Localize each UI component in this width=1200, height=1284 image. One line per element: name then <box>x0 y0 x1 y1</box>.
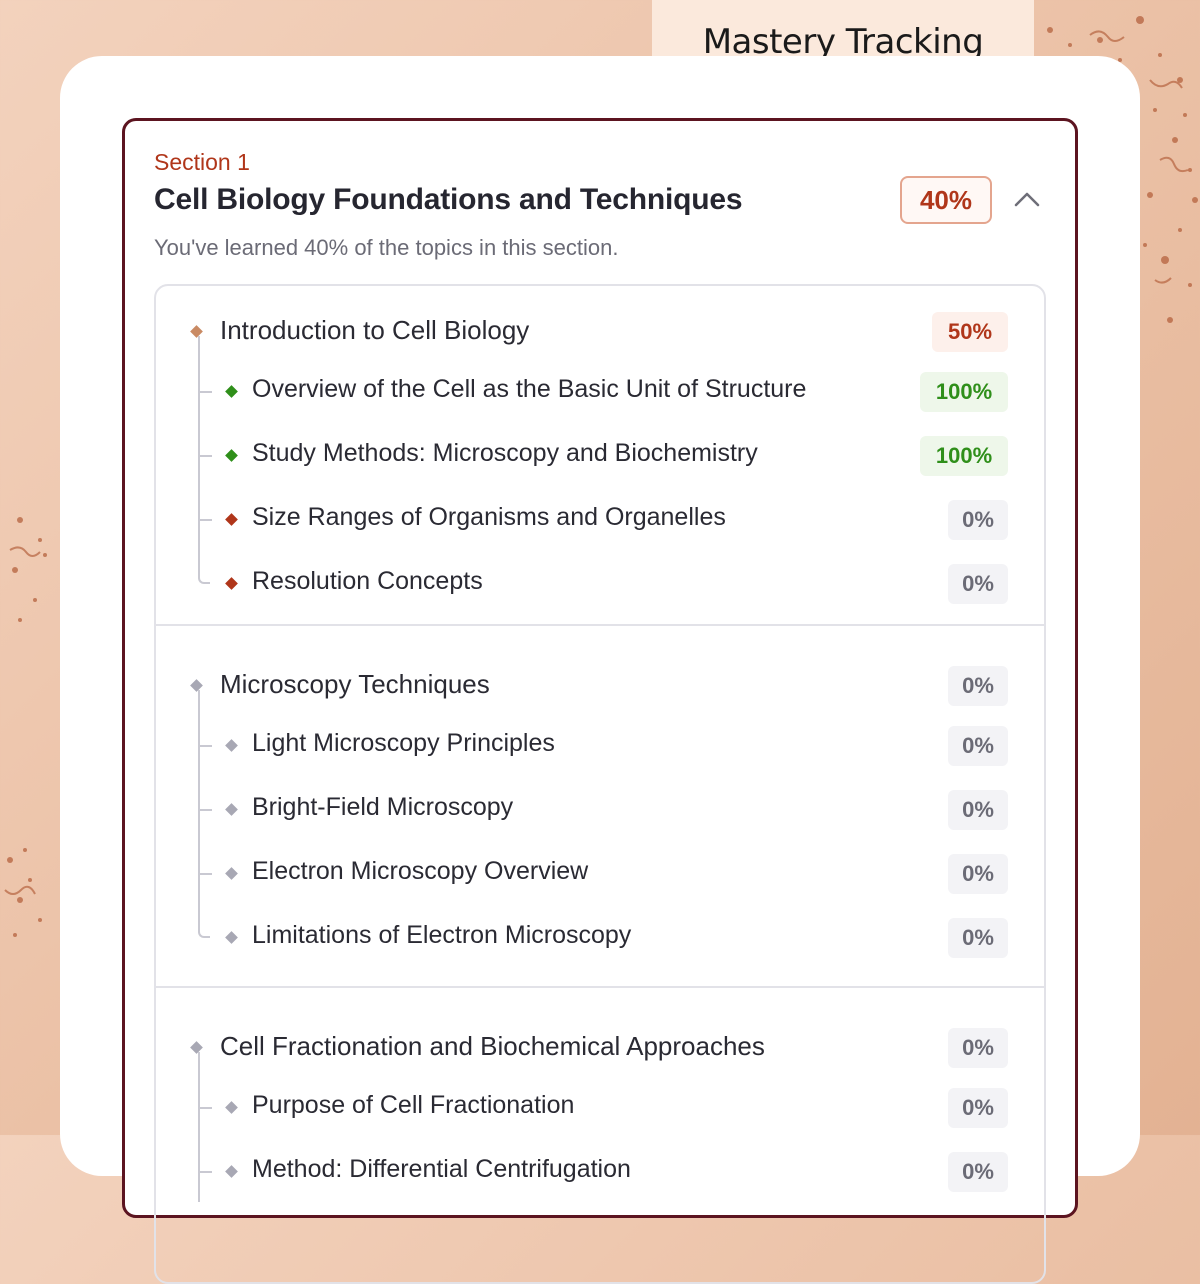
diamond-bullet-icon <box>225 739 238 752</box>
section-percent-badge: 40% <box>900 176 992 224</box>
section-title: Cell Biology Foundations and Techniques <box>154 183 743 216</box>
section-card: Section 1 Cell Biology Foundations and T… <box>122 118 1078 1284</box>
subtopic-label: Electron Microscopy Overview <box>252 857 589 885</box>
topic-percent-badge: 0% <box>948 1028 1008 1068</box>
diamond-bullet-icon <box>225 1165 238 1178</box>
tree-connector-tick <box>200 519 212 521</box>
tree-connector-tick <box>200 455 212 457</box>
chevron-up-icon[interactable] <box>1013 187 1041 211</box>
topic-label: Microscopy Techniques <box>220 669 490 699</box>
subtopic-label: Overview of the Cell as the Basic Unit o… <box>252 375 807 403</box>
subtopic-label: Study Methods: Microscopy and Biochemist… <box>252 439 758 467</box>
subtopic-label: Method: Differential Centrifugation <box>252 1155 631 1183</box>
subtopic-label: Limitations of Electron Microscopy <box>252 921 632 949</box>
subtopic-percent-badge: 0% <box>948 564 1008 604</box>
diamond-bullet-icon <box>190 679 203 692</box>
tree-connector <box>198 336 200 572</box>
topic-row[interactable]: Microscopy Techniques 0% <box>156 648 1044 712</box>
subtopic-percent-badge: 0% <box>948 500 1008 540</box>
subtopic-row[interactable]: Light Microscopy Principles 0% <box>156 712 1044 776</box>
topics-list: Introduction to Cell Biology 50% Overview … <box>154 284 1046 1284</box>
section-number: Section 1 <box>154 149 250 175</box>
topic-row[interactable]: Cell Fractionation and Biochemical Appro… <box>156 1010 1044 1074</box>
subtopic-row[interactable]: Overview of the Cell as the Basic Unit o… <box>156 358 1044 422</box>
subtopic-row[interactable]: Purpose of Cell Fractionation 0% <box>156 1074 1044 1138</box>
subtopic-row[interactable]: Electron Microscopy Overview 0% <box>156 840 1044 904</box>
subtopic-row[interactable]: Bright-Field Microscopy 0% <box>156 776 1044 840</box>
subtopic-label: Resolution Concepts <box>252 567 483 595</box>
section-progress-summary: You've learned 40% of the topics in this… <box>154 235 619 260</box>
mastery-panel: Section 1 Cell Biology Foundations and T… <box>60 56 1140 1284</box>
topic-percent-badge: 50% <box>932 312 1008 352</box>
subtopic-percent-badge: 0% <box>948 790 1008 830</box>
tree-connector-tick <box>200 745 212 747</box>
topic-percent-badge: 0% <box>948 666 1008 706</box>
subtopic-percent-badge: 0% <box>948 726 1008 766</box>
diamond-bullet-icon <box>225 513 238 526</box>
subtopic-label: Light Microscopy Principles <box>252 729 555 757</box>
topic-group: Microscopy Techniques 0% Light Microscopy … <box>156 626 1044 988</box>
subtopic-list: Light Microscopy Principles 0% Bright-Fiel… <box>156 690 1044 968</box>
tree-connector <box>198 1052 200 1202</box>
subtopic-row[interactable]: Study Methods: Microscopy and Biochemist… <box>156 422 1044 486</box>
subtopic-percent-badge: 100% <box>920 372 1008 412</box>
subtopic-row[interactable]: Method: Differential Centrifugation 0% <box>156 1138 1044 1202</box>
subtopic-label: Purpose of Cell Fractionation <box>252 1091 575 1119</box>
subtopic-list: Purpose of Cell Fractionation 0% Method: D… <box>156 1052 1044 1202</box>
tree-connector-tick <box>200 809 212 811</box>
tree-connector <box>198 690 200 926</box>
subtopic-row[interactable]: Resolution Concepts 0% <box>156 550 1044 614</box>
subtopic-label: Bright-Field Microscopy <box>252 793 514 821</box>
diamond-bullet-icon <box>225 803 238 816</box>
subtopic-percent-badge: 0% <box>948 854 1008 894</box>
tree-connector-tick <box>200 873 212 875</box>
topic-label: Cell Fractionation and Biochemical Appro… <box>220 1031 765 1061</box>
subtopic-list: Overview of the Cell as the Basic Unit o… <box>156 336 1044 614</box>
subtopic-row[interactable]: Limitations of Electron Microscopy 0% <box>156 904 1044 968</box>
diamond-bullet-icon <box>190 325 203 338</box>
tree-connector-tick <box>200 1107 212 1109</box>
subtopic-percent-badge: 0% <box>948 1088 1008 1128</box>
subtopic-percent-badge: 100% <box>920 436 1008 476</box>
tree-connector-elbow <box>198 926 210 938</box>
tree-connector-tick <box>200 1171 212 1173</box>
diamond-bullet-icon <box>190 1041 203 1054</box>
subtopic-percent-badge: 0% <box>948 918 1008 958</box>
diamond-bullet-icon <box>225 449 238 462</box>
tree-connector-elbow <box>198 572 210 584</box>
tree-connector-tick <box>200 391 212 393</box>
topic-group: Introduction to Cell Biology 50% Overview … <box>156 286 1044 626</box>
topic-row[interactable]: Introduction to Cell Biology 50% <box>156 294 1044 358</box>
diamond-bullet-icon <box>225 1101 238 1114</box>
diamond-bullet-icon <box>225 577 238 590</box>
subtopic-percent-badge: 0% <box>948 1152 1008 1192</box>
diamond-bullet-icon <box>225 867 238 880</box>
page-title: Mastery Tracking <box>702 22 984 62</box>
topic-group: Cell Fractionation and Biochemical Appro… <box>156 988 1044 1220</box>
subtopic-row[interactable]: Size Ranges of Organisms and Organelles 0… <box>156 486 1044 550</box>
diamond-bullet-icon <box>225 385 238 398</box>
diamond-bullet-icon <box>225 931 238 944</box>
topic-label: Introduction to Cell Biology <box>220 315 530 345</box>
subtopic-label: Size Ranges of Organisms and Organelles <box>252 503 726 531</box>
